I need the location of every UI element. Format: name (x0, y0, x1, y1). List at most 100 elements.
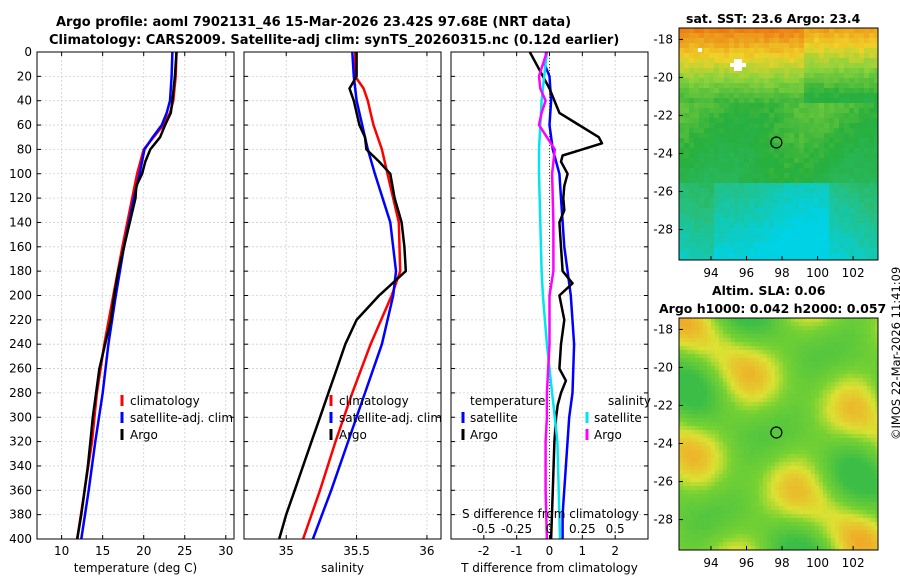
map-cell (689, 73, 695, 79)
map-cell (799, 168, 805, 174)
map-cell (779, 370, 784, 375)
map-cell (859, 526, 864, 531)
map-cell (679, 148, 685, 154)
map-cell (819, 434, 824, 439)
map-cell (875, 318, 878, 323)
map-cell (751, 482, 756, 487)
map-cell (859, 454, 864, 459)
map-cell (734, 108, 740, 114)
map-cell (767, 538, 772, 543)
map-cell (764, 188, 770, 194)
map-cell (747, 318, 752, 323)
map-cell (874, 113, 878, 119)
map-cell (763, 522, 768, 527)
map-cell (734, 213, 740, 219)
map-cell (791, 498, 796, 503)
map-heatmap (679, 28, 878, 260)
map-cell (839, 83, 845, 89)
map-cell (731, 382, 736, 387)
map-cell (869, 163, 875, 169)
map-cell (687, 378, 692, 383)
map-cell (867, 346, 872, 351)
map-cell (834, 223, 840, 229)
map-cell (687, 518, 692, 523)
map-cell (719, 482, 724, 487)
map-cell (747, 498, 752, 503)
map-cell (869, 43, 875, 49)
map-cell (769, 208, 775, 214)
map-cell (719, 334, 724, 339)
map-cell (734, 198, 740, 204)
map-cell (824, 163, 830, 169)
map-cell (829, 108, 835, 114)
map-cell (731, 366, 736, 371)
map-cell (867, 442, 872, 447)
map-cell (763, 318, 768, 323)
map-cell (743, 410, 748, 415)
map-cell (764, 88, 770, 94)
map-cell (719, 203, 725, 209)
map-cell (694, 238, 700, 244)
map-cell (775, 362, 780, 367)
map-cell (727, 530, 732, 535)
map-x-tick-label: 96 (739, 266, 754, 280)
map-cell (815, 518, 820, 523)
map-cell (824, 58, 830, 64)
map-cell (804, 173, 810, 179)
map-cell (699, 158, 705, 164)
map-cell (691, 358, 696, 363)
map-cell (839, 218, 845, 224)
map-cell (784, 168, 790, 174)
map-cell (755, 338, 760, 343)
map-cell (723, 442, 728, 447)
map-cell (783, 370, 788, 375)
map-cell (719, 253, 725, 259)
map-cell (854, 83, 860, 89)
map-cell (834, 118, 840, 124)
map-cell (679, 430, 684, 435)
map-cell (799, 382, 804, 387)
map-cell (774, 118, 780, 124)
map-cell (763, 502, 768, 507)
map-cell (814, 78, 820, 84)
map-cell (779, 153, 785, 159)
map-cell (714, 138, 720, 144)
map-cell (791, 394, 796, 399)
map-cell (779, 233, 785, 239)
map-cell (689, 218, 695, 224)
map-cell (863, 442, 868, 447)
map-cell (694, 248, 700, 254)
map-cell (749, 213, 755, 219)
map-cell (767, 430, 772, 435)
map-cell (819, 370, 824, 375)
map-cell (755, 362, 760, 367)
map-cell (699, 73, 705, 79)
map-cell (763, 370, 768, 375)
map-cell (789, 193, 795, 199)
map-cell (759, 534, 764, 539)
map-cell (791, 322, 796, 327)
map-cell (843, 494, 848, 499)
map-cell (791, 450, 796, 455)
map-cell (783, 394, 788, 399)
map-cell (719, 133, 725, 139)
map-cell (875, 506, 878, 511)
map-cell (799, 394, 804, 399)
map-cell (774, 233, 780, 239)
map-cell (739, 446, 744, 451)
map-cell (834, 173, 840, 179)
map-cell (715, 418, 720, 423)
map-cell (723, 386, 728, 391)
map-cell (684, 138, 690, 144)
map-cell (723, 414, 728, 419)
map-cell (814, 183, 820, 189)
map-cell (679, 88, 685, 94)
map-cell (695, 490, 700, 495)
map-cell (787, 462, 792, 467)
map-cell (783, 374, 788, 379)
map-cell (809, 123, 815, 129)
map-cell (834, 48, 840, 54)
map-cell (709, 183, 715, 189)
map-cell (823, 450, 828, 455)
map-cell (779, 83, 785, 89)
